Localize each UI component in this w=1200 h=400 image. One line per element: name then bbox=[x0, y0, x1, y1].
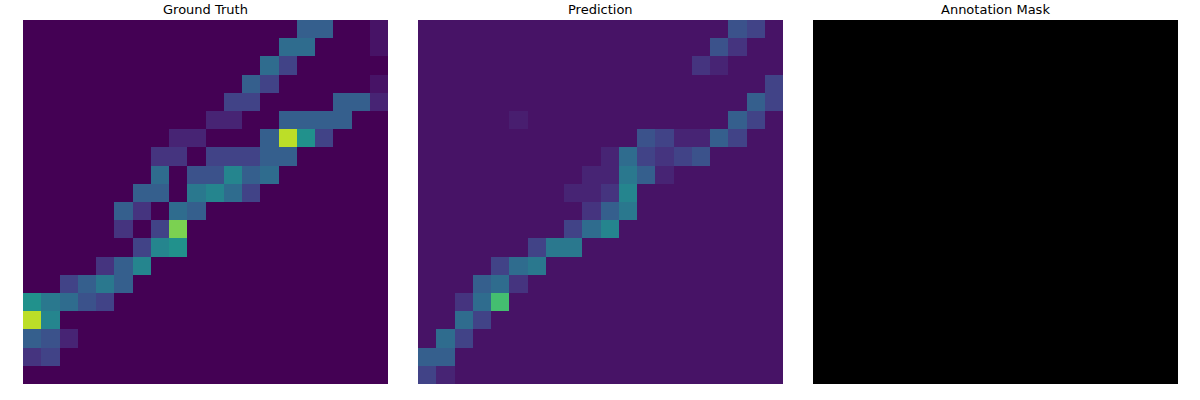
svg-text:Ground Truth: Ground Truth bbox=[163, 2, 248, 17]
svg-text:Prediction: Prediction bbox=[568, 2, 633, 17]
svg-text:Annotation Mask: Annotation Mask bbox=[941, 2, 1050, 17]
